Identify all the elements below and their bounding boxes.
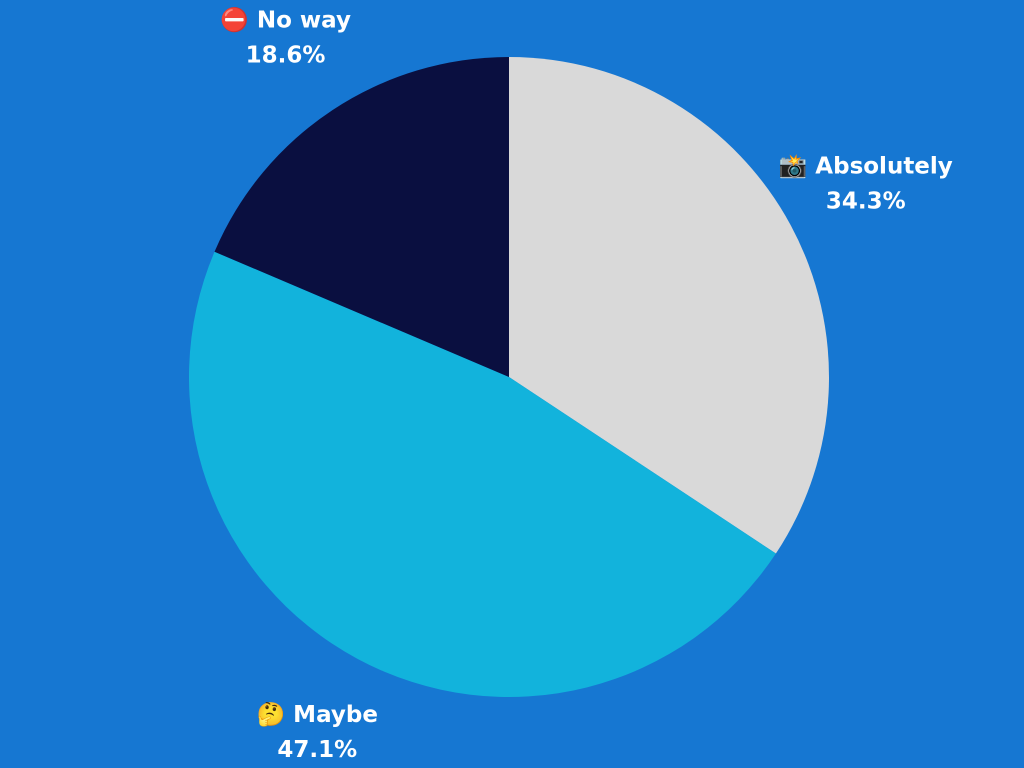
value-label: 47.1% [277, 737, 357, 763]
value-label: 18.6% [246, 43, 326, 69]
value-label: 34.3% [826, 189, 906, 215]
slice-label: 🤔 Maybe [257, 701, 378, 728]
pie-slice [509, 57, 829, 554]
pie-slice [214, 57, 509, 377]
slice-label: 📸 Absolutely [779, 154, 953, 180]
slice-label: ⛔ No way [220, 7, 351, 34]
pie-slice [189, 251, 776, 697]
